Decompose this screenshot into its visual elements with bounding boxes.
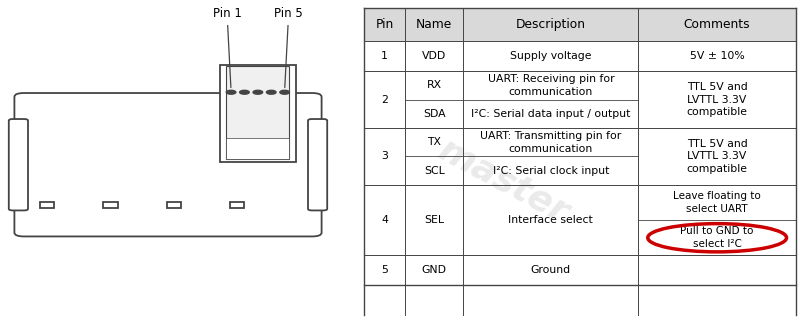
Text: RX: RX <box>426 80 442 90</box>
Circle shape <box>266 90 276 94</box>
Bar <box>230 202 244 208</box>
Text: 5V ± 10%: 5V ± 10% <box>690 51 745 61</box>
Text: Pin 1: Pin 1 <box>213 7 242 88</box>
Text: 1: 1 <box>381 51 388 61</box>
Text: UART: Receiving pin for
communication: UART: Receiving pin for communication <box>487 74 614 97</box>
Text: 2: 2 <box>381 95 388 105</box>
Text: TX: TX <box>427 137 442 147</box>
Text: TTL 5V and
LVTTL 3.3V
compatible: TTL 5V and LVTTL 3.3V compatible <box>686 82 748 118</box>
Text: Name: Name <box>416 18 452 31</box>
Bar <box>220 65 296 162</box>
Bar <box>226 67 290 160</box>
Text: SCL: SCL <box>424 166 445 176</box>
Bar <box>103 202 118 208</box>
Bar <box>40 202 54 208</box>
Text: TTL 5V and
LVTTL 3.3V
compatible: TTL 5V and LVTTL 3.3V compatible <box>686 139 748 174</box>
Text: 3: 3 <box>381 151 388 162</box>
Text: Leave floating to
select UART: Leave floating to select UART <box>674 191 761 214</box>
Text: I²C: Serial data input / output: I²C: Serial data input / output <box>471 109 630 119</box>
Bar <box>226 138 290 160</box>
Text: VDD: VDD <box>422 51 446 61</box>
Text: UART: Transmitting pin for
communication: UART: Transmitting pin for communication <box>480 131 622 154</box>
Text: Ground: Ground <box>530 266 571 276</box>
FancyBboxPatch shape <box>14 93 322 236</box>
Bar <box>166 202 181 208</box>
Text: Description: Description <box>516 18 586 31</box>
Text: master: master <box>433 132 575 229</box>
Text: I²C: Serial clock input: I²C: Serial clock input <box>493 166 609 176</box>
Text: SDA: SDA <box>423 109 446 119</box>
Text: Comments: Comments <box>684 18 750 31</box>
Bar <box>364 8 796 41</box>
Text: SEL: SEL <box>424 215 444 225</box>
Text: Pin: Pin <box>375 18 394 31</box>
Text: GND: GND <box>422 266 446 276</box>
Text: Interface select: Interface select <box>509 215 594 225</box>
Text: 5: 5 <box>381 266 388 276</box>
Text: Supply voltage: Supply voltage <box>510 51 591 61</box>
Circle shape <box>280 90 290 94</box>
Circle shape <box>226 90 236 94</box>
FancyBboxPatch shape <box>9 119 28 211</box>
FancyBboxPatch shape <box>308 119 327 211</box>
Text: Pull to GND to
select I²C: Pull to GND to select I²C <box>681 226 754 249</box>
Text: 4: 4 <box>381 215 388 225</box>
Circle shape <box>253 90 262 94</box>
Text: Pin 5: Pin 5 <box>274 7 303 88</box>
Circle shape <box>240 90 250 94</box>
